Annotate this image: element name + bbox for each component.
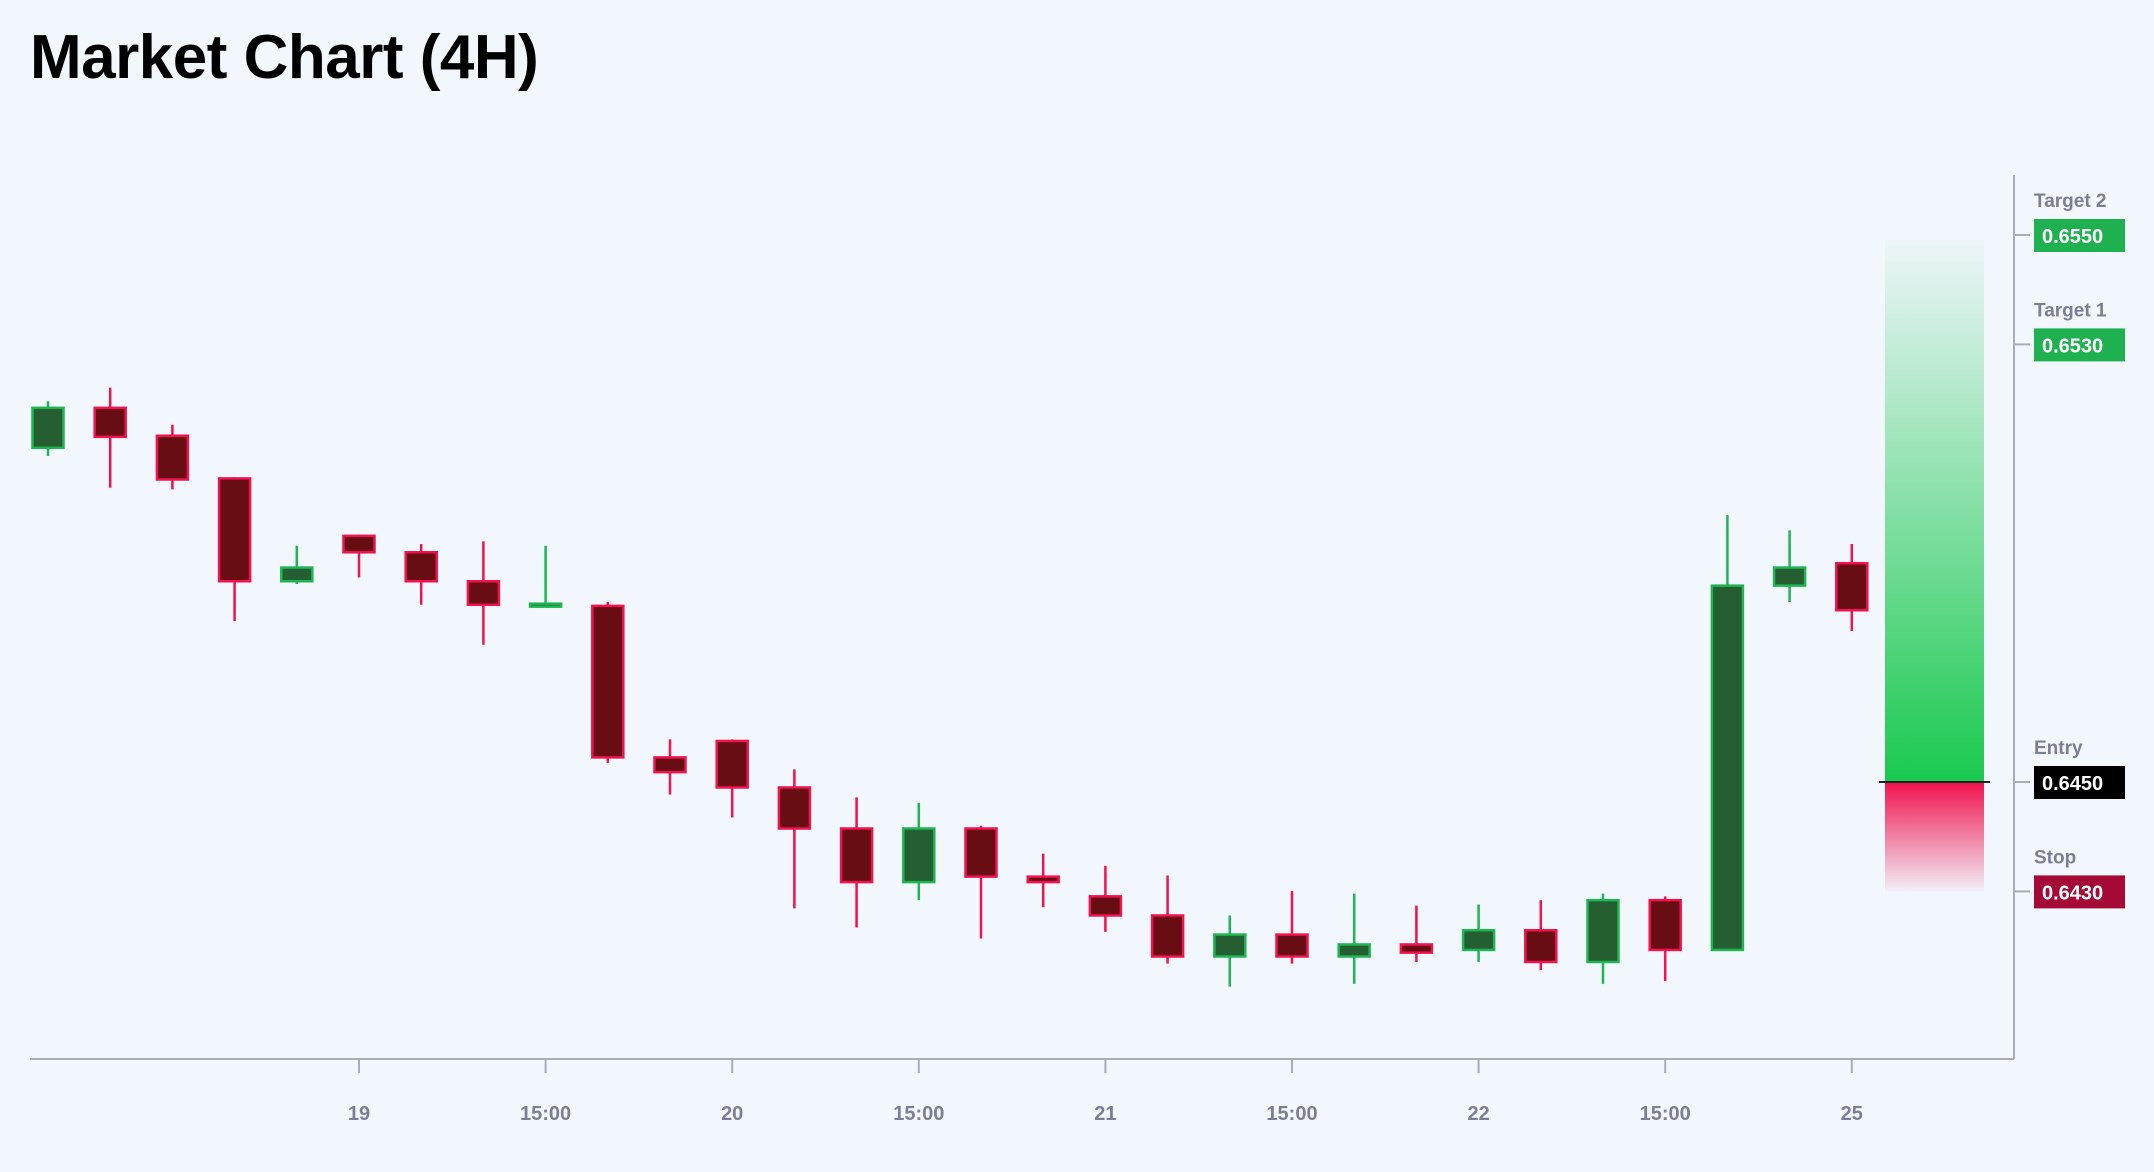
- x-tick-label: 25: [1841, 1103, 1863, 1125]
- candle-body: [1461, 928, 1496, 952]
- x-tick-label: 21: [1094, 1103, 1116, 1125]
- candle: [1461, 904, 1496, 962]
- candle: [1772, 530, 1807, 603]
- level-name: Entry: [2034, 738, 2083, 759]
- candle-body: [280, 566, 314, 583]
- candle-body: [1399, 943, 1434, 954]
- candle: [31, 401, 65, 456]
- level-name: Stop: [2034, 847, 2076, 868]
- level-name: Target 2: [2034, 191, 2107, 212]
- candle-body: [1213, 933, 1247, 958]
- loss-zone: [1885, 782, 1984, 892]
- candle-body: [1772, 566, 1807, 587]
- candle: [1150, 875, 1185, 964]
- level-name: Target 1: [2034, 300, 2107, 321]
- candle: [1275, 890, 1309, 964]
- x-tick-label: 15:00: [1640, 1103, 1691, 1125]
- level-value: 0.6450: [2042, 773, 2103, 795]
- candle: [1586, 893, 1620, 984]
- candle-body: [528, 602, 563, 608]
- candle: [902, 802, 936, 901]
- candle-body: [777, 786, 812, 830]
- x-tick-label: 22: [1467, 1103, 1489, 1125]
- candle: [1213, 915, 1247, 987]
- x-tick-label: 15:00: [893, 1103, 944, 1125]
- candle-body: [839, 827, 874, 884]
- candle-body: [342, 534, 376, 554]
- candle: [1710, 515, 1745, 952]
- candle: [217, 477, 252, 622]
- candle: [404, 544, 438, 605]
- candle: [964, 825, 998, 939]
- candle-body: [31, 406, 65, 450]
- candles: [31, 387, 1869, 987]
- candle: [1524, 900, 1558, 971]
- candle: [342, 534, 376, 578]
- candle-body: [1524, 928, 1558, 964]
- axes: 19 15:00 20 15:00 21 15:00 22 15:00 25: [30, 175, 2015, 1125]
- level-value: 0.6530: [2042, 335, 2103, 357]
- candle-body: [1710, 584, 1745, 952]
- candle: [280, 545, 314, 584]
- candle-body: [404, 551, 438, 583]
- x-tick-label: 20: [721, 1103, 743, 1125]
- level-value: 0.6430: [2042, 882, 2103, 904]
- x-tick-label: 19: [348, 1103, 370, 1125]
- price-levels: Target 2 0.6550 Target 1 0.6530 Entry 0.6450 S…: [2014, 191, 2125, 909]
- candle-body: [155, 434, 190, 481]
- candle: [528, 545, 563, 608]
- x-tick-label: 15:00: [1266, 1103, 1317, 1125]
- candle-body: [964, 827, 998, 878]
- candle: [1399, 905, 1434, 962]
- position-zone: [1879, 240, 1990, 892]
- candle-body: [1026, 875, 1060, 884]
- candle-body: [217, 477, 252, 583]
- candle-body: [1835, 561, 1869, 612]
- candle: [1088, 865, 1123, 932]
- level-badge: [2034, 328, 2125, 362]
- candle: [93, 387, 127, 488]
- candle-body: [1275, 933, 1309, 958]
- candle-body: [1648, 898, 1682, 952]
- level-badge: [2034, 219, 2125, 252]
- candle: [715, 739, 749, 818]
- profit-zone: [1885, 240, 1984, 782]
- candle: [1337, 893, 1371, 984]
- candle-body: [1150, 914, 1185, 958]
- candle-body: [1586, 898, 1620, 964]
- candle-body: [1088, 895, 1123, 917]
- x-tick-label: 15:00: [520, 1103, 571, 1125]
- candle: [466, 541, 501, 645]
- candle-body: [1337, 943, 1371, 958]
- candle: [155, 424, 190, 490]
- candle: [839, 797, 874, 928]
- candle: [1835, 544, 1869, 632]
- candle-body: [466, 580, 501, 607]
- candle-body: [93, 406, 127, 439]
- candle-body: [653, 756, 687, 774]
- candle: [1026, 853, 1060, 908]
- candle: [1648, 896, 1682, 982]
- candle-body: [591, 604, 625, 759]
- candle: [777, 769, 812, 909]
- level-badge: [2034, 875, 2125, 909]
- chart-title: Market Chart (4H): [30, 23, 539, 92]
- candle-body: [715, 739, 749, 789]
- candle: [653, 739, 687, 795]
- level-value: 0.6550: [2042, 226, 2103, 248]
- level-badge: [2034, 766, 2125, 799]
- candle-body: [902, 827, 936, 884]
- candle: [591, 602, 625, 763]
